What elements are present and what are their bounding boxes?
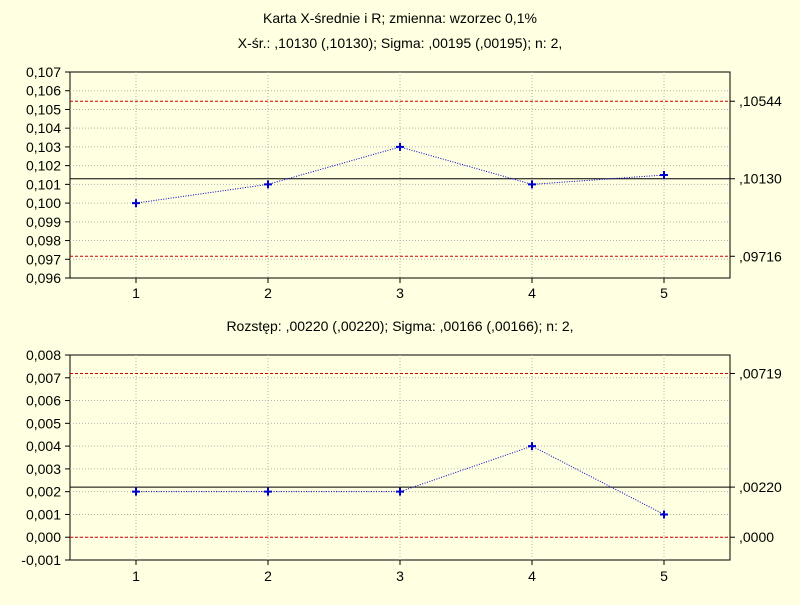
chart2-data-point bbox=[528, 442, 536, 451]
chart1-y-tick-label: 0,104 bbox=[26, 120, 61, 136]
chart2-y-tick-label: 0,005 bbox=[26, 415, 61, 431]
chart1-x-tick-label: 5 bbox=[660, 285, 668, 301]
chart2-data-point bbox=[264, 487, 272, 496]
chart1-y-tick-label: 0,097 bbox=[26, 251, 61, 267]
chart2-data-point bbox=[396, 487, 404, 496]
chart-title: Karta X-średnie i R; zmienna: wzorzec 0,… bbox=[263, 10, 537, 26]
chart2-y-tick-label: 0,006 bbox=[26, 393, 61, 409]
chart1-data-point bbox=[396, 142, 404, 151]
chart1-y-tick-label: 0,102 bbox=[26, 158, 61, 174]
chart2-lcl-label: ,0000 bbox=[739, 529, 774, 545]
chart1-data-point bbox=[660, 171, 668, 179]
chart1-x-tick-label: 3 bbox=[396, 285, 404, 301]
chart2-series-line bbox=[136, 445, 665, 515]
chart1-data-point bbox=[264, 180, 272, 189]
chart2-data-point bbox=[660, 510, 668, 519]
chart1-y-tick-label: 0,096 bbox=[26, 270, 61, 286]
chart2-y-tick-label: -0,001 bbox=[21, 552, 61, 568]
chart1-y-tick-label: 0,105 bbox=[26, 101, 61, 117]
chart1-y-tick-label: 0,100 bbox=[26, 195, 61, 211]
chart2-x-tick-label: 1 bbox=[132, 568, 140, 584]
chart1-x-tick-label: 2 bbox=[264, 285, 272, 301]
chart2-data-point bbox=[132, 487, 140, 496]
chart1-y-tick-label: 0,106 bbox=[26, 83, 61, 99]
chart1-center-label: ,10130 bbox=[739, 171, 782, 187]
chart2-center-label: ,00220 bbox=[739, 479, 782, 495]
chart1-data-point bbox=[132, 199, 140, 208]
chart2-x-tick-label: 5 bbox=[660, 568, 668, 584]
chart2-ucl-label: ,00719 bbox=[739, 365, 782, 381]
chart2-x-tick-label: 2 bbox=[264, 568, 272, 584]
chart2-y-tick-label: 0,008 bbox=[26, 347, 61, 363]
chart1-subtitle: X-śr.: ,10130 (,10130); Sigma: ,00195 (,… bbox=[238, 35, 563, 51]
chart1-x-tick-label: 1 bbox=[132, 285, 140, 301]
chart2-x-tick-label: 4 bbox=[528, 568, 536, 584]
chart2-y-tick-label: 0,003 bbox=[26, 461, 61, 477]
chart2-y-tick-label: 0,007 bbox=[26, 370, 61, 386]
chart2-y-tick-label: 0,004 bbox=[26, 438, 61, 454]
chart1-x-tick-label: 4 bbox=[528, 285, 536, 301]
chart2-x-tick-label: 3 bbox=[396, 568, 404, 584]
chart1-y-tick-label: 0,103 bbox=[26, 139, 61, 155]
chart1-y-tick-label: 0,101 bbox=[26, 176, 61, 192]
chart1-ucl-label: ,10544 bbox=[739, 93, 782, 109]
chart1-y-tick-label: 0,098 bbox=[26, 233, 61, 249]
chart1-lcl-label: ,09716 bbox=[739, 248, 782, 264]
chart2-y-tick-label: 0,001 bbox=[26, 506, 61, 522]
chart2-subtitle: Rozstęp: ,00220 (,00220); Sigma: ,00166 … bbox=[226, 318, 573, 334]
chart1-data-point bbox=[528, 180, 536, 189]
chart2-y-tick-label: 0,000 bbox=[26, 529, 61, 545]
chart1-y-tick-label: 0,107 bbox=[26, 64, 61, 80]
chart1-y-tick-label: 0,099 bbox=[26, 214, 61, 230]
chart2-y-tick-label: 0,002 bbox=[26, 484, 61, 500]
